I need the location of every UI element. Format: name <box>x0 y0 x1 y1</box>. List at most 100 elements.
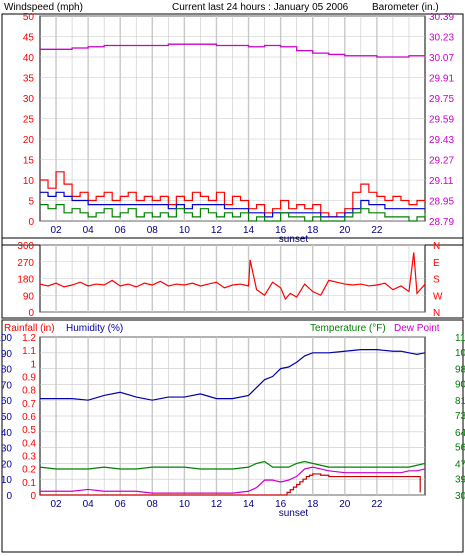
baro-right-tick-8: 30.07 <box>429 53 454 64</box>
wind-left-tick-6: 30 <box>23 94 35 105</box>
humidity-tick-6: 60 <box>1 396 13 407</box>
rainfall-axis-title: Rainfall (in) <box>4 323 55 334</box>
climate-x-tick-0: 02 <box>50 499 62 510</box>
period-title: Current last 24 hours : January 05 2006 <box>172 2 349 13</box>
temp-tick-9: 107 <box>455 348 465 359</box>
wind-x-tick-4: 10 <box>179 225 191 236</box>
wind-sunset-label: sunset <box>279 234 309 245</box>
rain-tick-0: 0 <box>30 491 36 502</box>
humidity-tick-7: 70 <box>1 380 13 391</box>
chart-gridlines <box>40 15 425 496</box>
windspeed-title: Windspeed (mph) <box>4 2 83 13</box>
wind-x-tick-2: 06 <box>115 225 127 236</box>
baro-right-tick-4: 29.43 <box>429 135 454 146</box>
wind-x-tick-8: 18 <box>307 225 319 236</box>
baro-right-tick-7: 29.91 <box>429 74 454 85</box>
temp-tick-8: 98 <box>455 365 465 376</box>
baro-right-tick-6: 29.75 <box>429 94 454 105</box>
outer-frame-1 <box>1 237 464 319</box>
dir-series-line <box>39 252 426 301</box>
wind-left-tick-1: 5 <box>28 197 34 208</box>
climate-series-temperature <box>39 460 426 470</box>
dir-right-tick-4: N <box>433 241 440 252</box>
outer-frame-2 <box>1 319 464 553</box>
temp-tick-5: 73 <box>455 411 465 422</box>
rain-tick-12: 1.2 <box>22 333 36 344</box>
data-series <box>39 43 426 496</box>
wind-left-tick-7: 35 <box>23 74 35 85</box>
humidity-tick-2: 20 <box>1 459 13 470</box>
humidity-tick-0: 0 <box>6 491 12 502</box>
rain-tick-1: 0.1 <box>22 478 36 489</box>
climate-x-tick-7: 16 <box>275 499 287 510</box>
wind-x-tick-9: 20 <box>339 225 351 236</box>
temp-tick-10: 115 <box>455 333 465 344</box>
baro-right-tick-2: 29.11 <box>429 176 454 187</box>
temperature-axis-title: Temperature (°F) <box>310 323 386 334</box>
humidity-axis-title: Humidity (%) <box>66 323 123 334</box>
dir-left-tick-3: 270 <box>17 258 34 269</box>
humidity-tick-8: 80 <box>1 365 13 376</box>
rain-tick-4: 0.4 <box>22 438 36 449</box>
wind-series-gust <box>40 171 425 218</box>
baro-right-tick-1: 28.95 <box>429 197 454 208</box>
rain-tick-5: 0.5 <box>22 425 36 436</box>
wind-left-tick-5: 25 <box>23 115 35 126</box>
temp-tick-2: 47 <box>455 459 465 470</box>
rain-tick-2: 0.2 <box>22 465 36 476</box>
climate-series-rainfall <box>40 473 421 496</box>
rain-tick-9: 0.9 <box>22 373 36 384</box>
barometer-title: Barometer (in.) <box>372 2 439 13</box>
rain-tick-6: 0.6 <box>22 412 36 423</box>
dir-right-tick-2: S <box>433 275 440 286</box>
climate-x-tick-8: 18 <box>307 499 319 510</box>
baro-right-tick-9: 30.23 <box>429 33 454 44</box>
dir-left-tick-0: 0 <box>28 308 34 319</box>
wind-x-tick-3: 08 <box>147 225 159 236</box>
humidity-tick-4: 40 <box>1 428 13 439</box>
temp-tick-4: 64 <box>455 428 465 439</box>
climate-x-tick-1: 04 <box>83 499 95 510</box>
dir-right-tick-0: N <box>433 308 440 319</box>
humidity-tick-9: 90 <box>1 349 13 360</box>
dir-right-tick-1: W <box>433 291 443 302</box>
wind-series-minimum <box>40 204 426 222</box>
climate-x-tick-10: 22 <box>371 499 383 510</box>
axis-tick-labels: 0510152025303540455028.7928.9529.1129.27… <box>0 12 465 519</box>
wind-left-tick-2: 10 <box>23 176 35 187</box>
wind-x-tick-0: 02 <box>50 225 62 236</box>
dir-left-tick-4: 360 <box>17 241 34 252</box>
baro-right-tick-10: 30.39 <box>429 12 454 23</box>
temp-tick-7: 90 <box>455 379 465 390</box>
wind-left-tick-3: 15 <box>23 156 35 167</box>
climate-series-humidity <box>40 349 426 401</box>
climate-x-tick-6: 14 <box>243 499 255 510</box>
climate-series-dew-point <box>40 466 426 494</box>
rain-tick-8: 0.8 <box>22 386 36 397</box>
climate-x-tick-9: 20 <box>339 499 351 510</box>
rain-tick-10: 1 <box>30 359 36 370</box>
wind-x-tick-5: 12 <box>211 225 223 236</box>
humidity-tick-10: 100 <box>0 333 12 344</box>
rain-tick-11: 1.1 <box>22 346 36 357</box>
rain-tick-3: 0.3 <box>22 452 36 463</box>
wind-left-tick-10: 50 <box>23 12 35 23</box>
temp-tick-1: 39 <box>455 474 465 485</box>
dewpoint-axis-title: Dew Point <box>394 323 440 334</box>
baro-right-tick-3: 29.27 <box>429 156 454 167</box>
wind-series-average <box>40 191 425 218</box>
wind-x-tick-7: 16 <box>275 225 287 236</box>
wind-x-tick-10: 22 <box>371 225 383 236</box>
wind-left-tick-4: 20 <box>23 135 35 146</box>
climate-sunset-label: sunset <box>279 508 309 519</box>
dir-left-tick-2: 180 <box>17 275 34 286</box>
axis-titles: Rainfall (in) Humidity (%) Temperature (°F… <box>4 323 440 334</box>
baro-right-tick-5: 29.59 <box>429 115 454 126</box>
climate-x-tick-2: 06 <box>115 499 127 510</box>
wind-x-tick-1: 04 <box>83 225 95 236</box>
wind-x-tick-6: 14 <box>243 225 255 236</box>
wind-left-tick-8: 40 <box>23 53 35 64</box>
temp-tick-3: 56 <box>455 443 465 454</box>
